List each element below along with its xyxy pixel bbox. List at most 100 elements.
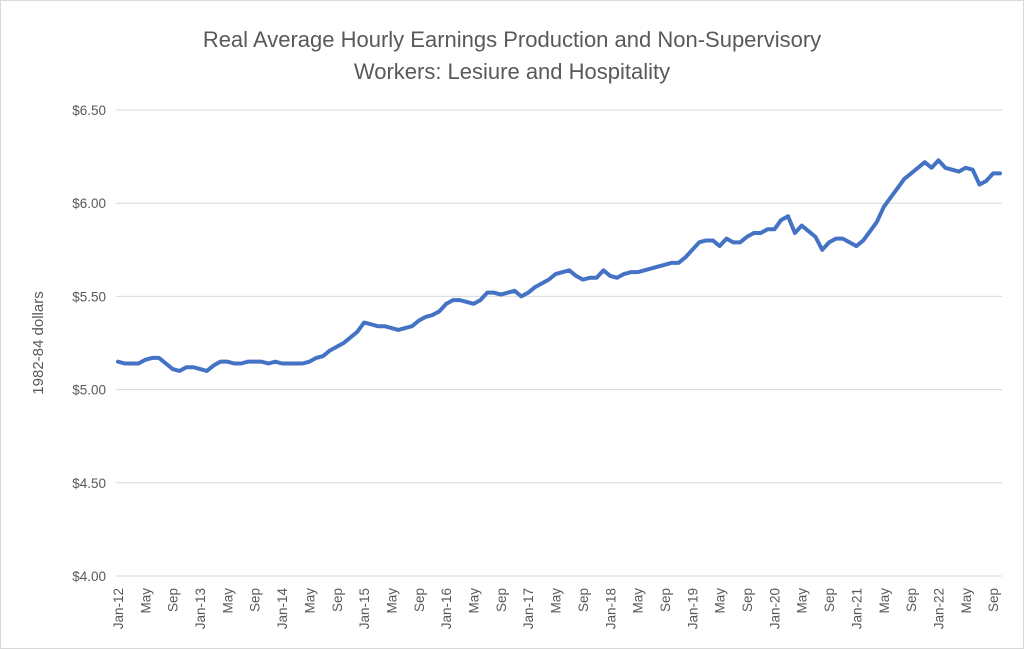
data-point [745,235,749,239]
data-point [725,237,729,241]
data-point [307,360,311,364]
x-tick-label: Sep [576,588,591,612]
data-point [485,291,489,295]
data-point [396,328,400,332]
data-point [977,183,981,187]
data-point [328,348,332,352]
data-point [882,205,886,209]
x-tick-label: Sep [494,588,509,612]
data-point [478,298,482,302]
data-point [287,362,291,366]
x-tick-label: Jan-16 [439,588,454,629]
data-point [649,266,653,270]
data-point [697,240,701,244]
data-point [738,240,742,244]
y-axis-title: 1982-84 dollars [30,291,47,394]
data-point [506,291,510,295]
data-point [759,231,763,235]
x-tick-label: Jan-21 [849,588,864,629]
x-tick-label: May [631,588,646,614]
x-tick-label: Sep [986,588,1001,612]
data-point [150,356,154,360]
x-tick-label: Sep [330,588,345,612]
data-point [642,268,646,272]
data-point [526,291,530,295]
data-point [588,276,592,280]
data-point [342,341,346,345]
data-point [567,268,571,272]
x-tick-label: May [959,588,974,614]
data-point [615,276,619,280]
data-point [219,360,223,364]
data-point [266,362,270,366]
x-tick-label: Jan-19 [685,588,700,629]
x-tick-label: May [302,588,317,614]
gridlines [116,109,1002,577]
x-tick-label: Jan-14 [275,588,290,630]
x-tick-label: Sep [822,588,837,612]
series-group [116,158,1002,373]
data-point [178,369,182,373]
data-point [813,235,817,239]
x-tick-label: May [138,588,153,614]
data-point [683,255,687,259]
data-point [383,324,387,328]
data-point [246,360,250,364]
data-point [273,360,277,364]
data-point [991,171,995,175]
data-point [622,272,626,276]
data-point [389,326,393,330]
x-tick-label: Sep [904,588,919,612]
data-point [513,289,517,293]
x-tick-label: Jan-18 [603,588,618,629]
data-point [936,158,940,162]
data-point [294,362,298,366]
data-point [451,298,455,302]
x-tick-label: May [713,588,728,614]
data-point [260,360,264,364]
data-point [123,362,127,366]
data-point [923,160,927,164]
data-point [424,315,428,319]
x-tick-label: Sep [740,588,755,612]
x-tick-label: Jan-17 [521,588,536,629]
data-point [253,360,257,364]
data-point [554,272,558,276]
data-point [854,244,858,248]
y-tick-label: $4.00 [72,569,106,584]
x-tick-label: May [384,588,399,614]
data-point [198,367,202,371]
data-point [601,268,605,272]
data-point [547,278,551,282]
data-point [458,298,462,302]
data-point [444,302,448,306]
data-point [950,168,954,172]
data-point [595,276,599,280]
data-point [560,270,564,274]
data-point [171,367,175,371]
data-point [889,196,893,200]
data-point [143,358,147,362]
data-point [205,369,209,373]
data-point [711,238,715,242]
data-point [861,238,865,242]
y-tick-label: $4.50 [72,476,106,491]
data-point [964,166,968,170]
data-point [519,294,523,298]
data-point [800,224,804,228]
data-point [164,362,168,366]
y-tick-label: $5.00 [72,383,106,398]
data-point [130,362,134,366]
data-point [636,270,640,274]
series-line [116,158,1002,373]
data-point [321,354,325,358]
data-point [690,248,694,252]
data-point [704,238,708,242]
data-point [355,330,359,334]
data-point [807,229,811,233]
data-point [930,166,934,170]
data-point [779,218,783,222]
data-point [369,322,373,326]
data-point [465,300,469,304]
